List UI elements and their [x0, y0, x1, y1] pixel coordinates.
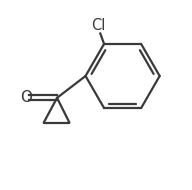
Text: Cl: Cl	[91, 17, 106, 32]
Text: O: O	[20, 90, 32, 105]
